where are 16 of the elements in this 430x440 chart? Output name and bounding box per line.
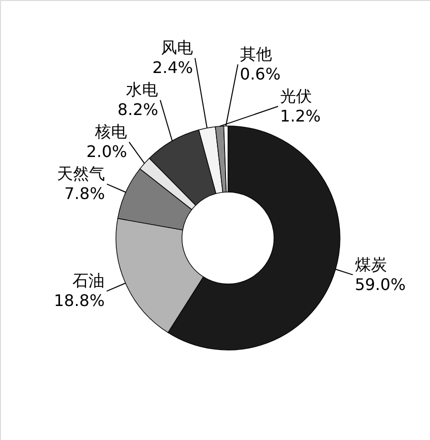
data-label: 7.8% xyxy=(64,184,105,204)
data-label: 8.2% xyxy=(118,100,158,120)
slice-label: 其他 xyxy=(240,44,272,64)
slice-label: 煤炭 xyxy=(354,254,387,274)
slice-label: 天然气 xyxy=(56,164,105,184)
data-label: 2.0% xyxy=(86,142,128,162)
data-label: 1.2% xyxy=(280,106,321,126)
slice-label: 光伏 xyxy=(280,86,312,106)
data-label: 2.4% xyxy=(152,58,194,78)
slice-label: 水电 xyxy=(126,80,158,100)
data-label: 0.6% xyxy=(240,64,281,84)
data-label: 59.0% xyxy=(354,274,406,294)
slice-label: 核电 xyxy=(94,122,128,142)
data-label: 18.8% xyxy=(54,291,105,310)
slice-label: 风电 xyxy=(161,38,194,58)
slice-label: 石油 xyxy=(72,271,105,290)
